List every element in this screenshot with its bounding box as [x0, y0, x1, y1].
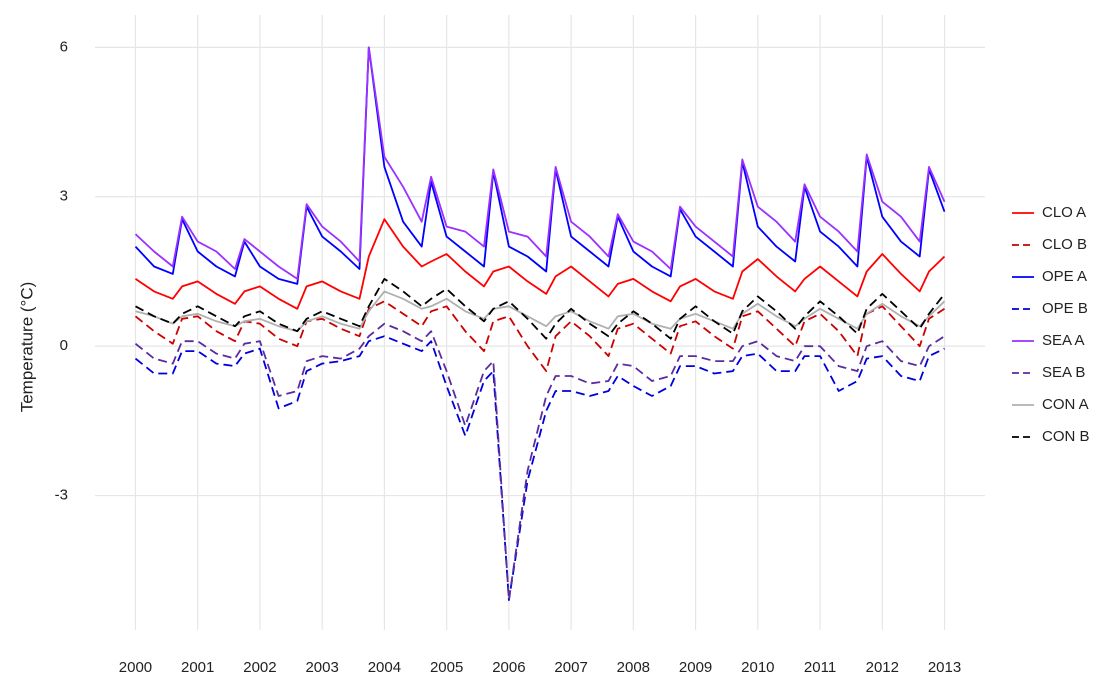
- series-line: [134, 46, 946, 285]
- x-tick-label: 2001: [181, 659, 214, 676]
- x-tick-label: 2012: [866, 659, 899, 676]
- legend-label: CON A: [1042, 396, 1089, 413]
- x-tick-label: 2009: [679, 659, 712, 676]
- x-tick-label: 2011: [804, 659, 836, 676]
- series-line: [134, 46, 946, 280]
- series-line: [134, 300, 945, 372]
- x-tick-label: 2008: [617, 659, 650, 676]
- x-tick-label: 2006: [492, 659, 525, 676]
- x-tick-label: 2007: [554, 659, 587, 676]
- series-line: [134, 335, 945, 601]
- x-tick-label: 2003: [305, 659, 338, 676]
- x-tick-label: 2013: [928, 659, 961, 676]
- series-line: [135, 278, 946, 340]
- legend-label: SEA B: [1042, 364, 1085, 381]
- legend-label: SEA A: [1042, 332, 1085, 349]
- x-tick-label: 2005: [430, 659, 463, 676]
- y-tick-label: 0: [60, 337, 68, 354]
- x-tick-label: 2010: [741, 659, 774, 676]
- legend-label: CLO B: [1042, 236, 1087, 253]
- legend-label: OPE A: [1042, 268, 1087, 285]
- legend-label: CLO A: [1042, 204, 1086, 221]
- y-axis-label: Temperature (°C): [17, 282, 36, 413]
- x-tick-label: 2000: [119, 659, 152, 676]
- x-tick-label: 2002: [243, 659, 276, 676]
- legend-label: CON B: [1042, 428, 1090, 445]
- legend-label: OPE B: [1042, 300, 1088, 317]
- x-tick-label: 2004: [368, 659, 401, 676]
- y-tick-label: 3: [60, 188, 68, 205]
- series-line: [134, 218, 946, 310]
- series-line: [135, 290, 946, 333]
- y-tick-label: 6: [60, 38, 68, 55]
- y-tick-label: -3: [55, 487, 68, 504]
- series-line: [134, 322, 945, 601]
